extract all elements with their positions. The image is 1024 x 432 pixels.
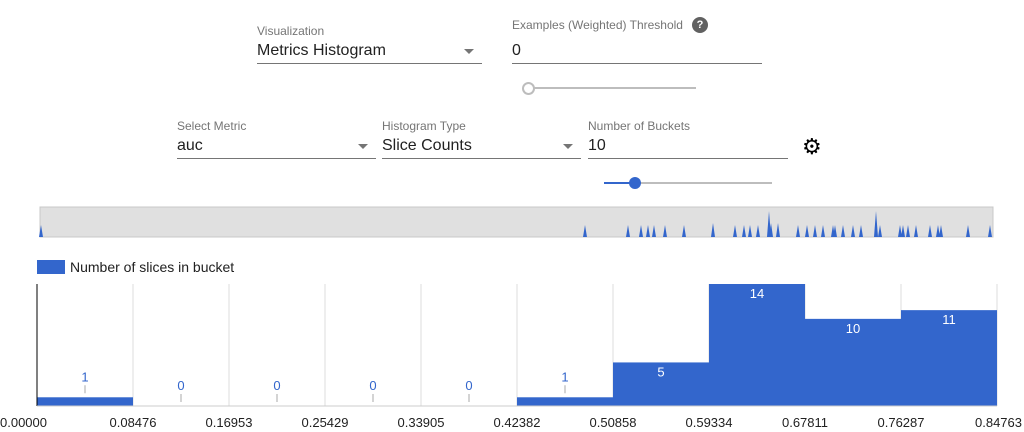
histogram-type-label: Histogram Type xyxy=(382,119,466,133)
minimap-spike xyxy=(711,223,715,237)
x-tick-label: 0.08476 xyxy=(110,415,157,430)
x-tick-label: 0.42382 xyxy=(494,415,541,430)
bar-value-label: 0 xyxy=(369,378,376,393)
minimap-spike xyxy=(776,223,780,237)
bar-value-label: 0 xyxy=(465,378,472,393)
x-tick-label: 0.76287 xyxy=(878,415,925,430)
minimap-spike xyxy=(742,225,746,237)
minimap-spike xyxy=(939,225,943,237)
minimap-spike xyxy=(796,225,800,237)
help-icon[interactable]: ? xyxy=(692,17,708,33)
chevron-down-icon xyxy=(563,144,573,149)
minimap-spike xyxy=(936,225,940,237)
threshold-slider-knob[interactable] xyxy=(522,82,535,95)
minimap-spike xyxy=(833,225,837,237)
buckets-input[interactable]: 10 xyxy=(588,134,788,159)
legend-swatch xyxy=(37,260,65,274)
gear-icon[interactable]: ⚙ xyxy=(802,134,822,159)
buckets-slider-fill xyxy=(604,182,634,184)
minimap-spike xyxy=(988,225,992,237)
x-tick-label: 0.33905 xyxy=(398,415,445,430)
visualization-select[interactable]: Metrics Histogram xyxy=(257,39,482,64)
minimap-spike xyxy=(928,225,932,237)
bar-value-label: 14 xyxy=(750,286,764,301)
bar xyxy=(517,397,613,406)
buckets-label: Number of Buckets xyxy=(588,119,691,133)
minimap-spike xyxy=(966,225,970,237)
metric-select[interactable]: auc xyxy=(177,134,376,159)
histogram-type-select[interactable]: Slice Counts xyxy=(382,134,581,159)
bar-value-label: 5 xyxy=(657,364,664,379)
minimap-spike xyxy=(583,225,587,237)
minimap-spike xyxy=(878,225,882,237)
buckets-slider-knob[interactable] xyxy=(629,177,641,189)
x-tick-label: 0.67811 xyxy=(782,415,828,430)
threshold-slider[interactable] xyxy=(528,87,696,89)
minimap-spike xyxy=(821,225,825,237)
visualization-value: Metrics Histogram xyxy=(257,42,386,59)
minimap-spike xyxy=(682,225,686,237)
bar xyxy=(901,310,997,406)
x-tick-label: 0.25429 xyxy=(302,415,349,430)
buckets-slider[interactable] xyxy=(604,182,772,184)
minimap-spike xyxy=(646,225,650,237)
x-tick-label: 0.16953 xyxy=(206,415,253,430)
chevron-down-icon xyxy=(464,49,474,54)
minimap-spike xyxy=(626,225,630,237)
visualization-label: Visualization xyxy=(257,24,325,38)
bar xyxy=(805,318,901,406)
minimap-spike xyxy=(805,225,809,237)
minimap-spike xyxy=(639,225,643,237)
bar-value-label: 10 xyxy=(846,321,860,336)
minimap-spike xyxy=(663,225,667,237)
chevron-down-icon xyxy=(358,144,368,149)
minimap-spike xyxy=(39,225,43,237)
minimap[interactable] xyxy=(39,206,994,238)
minimap-spike xyxy=(914,225,918,237)
x-tick-label: 0.00000 xyxy=(0,415,47,430)
minimap-spike xyxy=(906,225,910,237)
minimap-spike xyxy=(652,225,656,237)
minimap-spike xyxy=(756,225,760,237)
minimap-spike xyxy=(841,225,845,237)
bar-value-label: 1 xyxy=(81,369,88,384)
bar-value-label: 11 xyxy=(942,312,956,327)
threshold-label: Examples (Weighted) Threshold xyxy=(512,18,683,32)
bar xyxy=(613,362,709,406)
minimap-background xyxy=(39,206,994,238)
metric-label: Select Metric xyxy=(177,119,247,133)
metric-value: auc xyxy=(177,137,203,154)
x-tick-label: 0.59334 xyxy=(686,415,733,430)
x-tick-label: 0.50858 xyxy=(590,415,637,430)
bar xyxy=(37,397,133,406)
minimap-spike xyxy=(898,225,902,237)
minimap-spike xyxy=(901,225,905,237)
minimap-spike xyxy=(813,225,817,237)
bar-value-label: 1 xyxy=(561,369,568,384)
bar xyxy=(709,284,805,406)
minimap-spike xyxy=(859,225,863,237)
minimap-spike xyxy=(769,223,773,237)
histogram-type-value: Slice Counts xyxy=(382,137,472,154)
bar-value-label: 0 xyxy=(273,378,280,393)
bar-value-label: 0 xyxy=(177,378,184,393)
legend-label: Number of slices in bucket xyxy=(70,259,234,275)
minimap-spike xyxy=(874,211,878,237)
x-tick-label: 0.84763 xyxy=(975,415,1022,430)
minimap-spike xyxy=(733,225,737,237)
minimap-spike xyxy=(851,225,855,237)
threshold-input[interactable]: 0 xyxy=(512,39,762,64)
minimap-spike xyxy=(748,225,752,237)
